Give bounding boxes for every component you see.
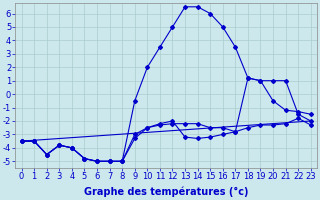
- X-axis label: Graphe des températures (°c): Graphe des températures (°c): [84, 187, 248, 197]
